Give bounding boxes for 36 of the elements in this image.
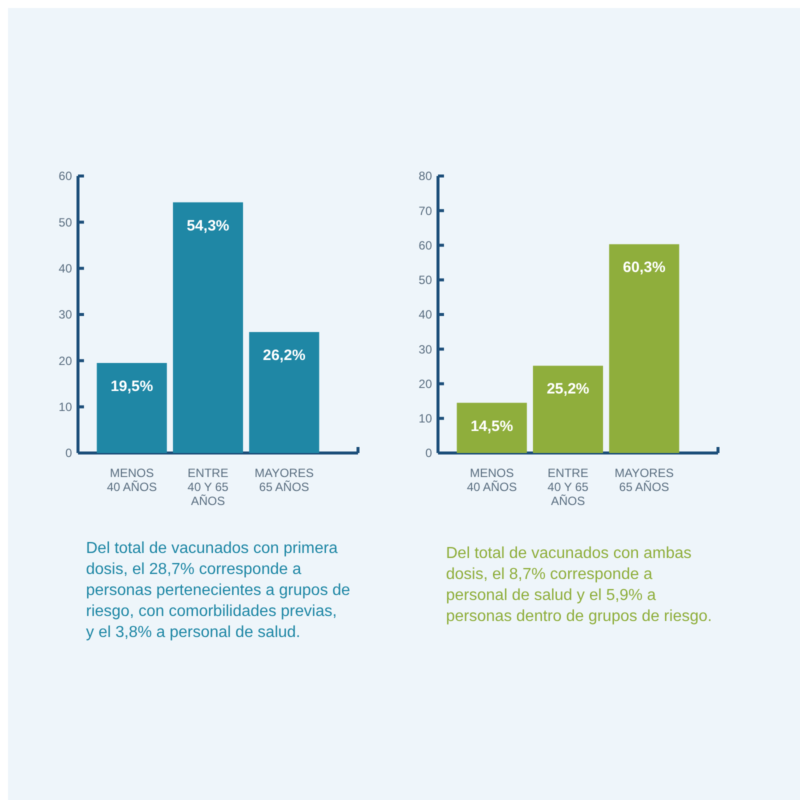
x-tick-label: MAYORES 65 AÑOS (614, 466, 674, 494)
y-tick-label: 50 (58, 215, 72, 230)
y-tick-label: 40 (58, 262, 72, 276)
text: Del total de vacunados con primera dosis, el 28,7% corresponde a personas pertenecientes a grupos de riesgo, con comorbilidades previas, y el 3,8% a personal de salud. (86, 540, 350, 641)
x-tick-label: MENOS 40 AÑOS (466, 466, 517, 494)
x-tick-label: ENTRE 40 Y 65 AÑOS (548, 466, 589, 508)
y-tick-label: 0 (425, 446, 432, 460)
data-label: 19,5% (110, 378, 154, 395)
bar (249, 332, 320, 453)
bar (96, 362, 167, 453)
data-label: 25,2% (546, 380, 590, 398)
y-tick-label: 60 (58, 169, 72, 184)
data-label: 26,2% (262, 347, 306, 364)
y-tick-label: 20 (58, 354, 72, 368)
y-tick-label: 50 (418, 273, 432, 288)
data-label: 60,3% (622, 259, 666, 276)
text: Del total de vacunados con ambas dosis, el 8,7% corresponde a personal de salud y el 5,9% a personas dentro de grupos de riesgo. (446, 545, 712, 625)
x-tick-label: MAYORES 65 AÑOS (254, 466, 314, 494)
y-tick-label: 10 (58, 400, 72, 414)
y-tick-label: 70 (418, 204, 432, 218)
y-tick-label: 30 (418, 342, 432, 356)
bar (456, 402, 527, 453)
y-tick-label: 30 (58, 308, 72, 322)
y-tick-label: 0 (65, 446, 72, 460)
y-tick-label: 10 (418, 412, 432, 426)
y-tick-label: 60 (418, 238, 432, 252)
data-label: 54,3% (186, 217, 230, 234)
bar (172, 202, 244, 453)
bar (609, 244, 680, 453)
y-tick-label: 20 (418, 376, 432, 391)
bar (532, 366, 604, 453)
data-label: 14,5% (470, 418, 514, 435)
x-tick-label: ENTRE 40 Y 65 AÑOS (188, 466, 229, 508)
y-tick-label: 80 (418, 169, 432, 184)
x-tick-label: MENOS 40 AÑOS (106, 466, 157, 494)
y-tick-label: 40 (418, 308, 432, 322)
